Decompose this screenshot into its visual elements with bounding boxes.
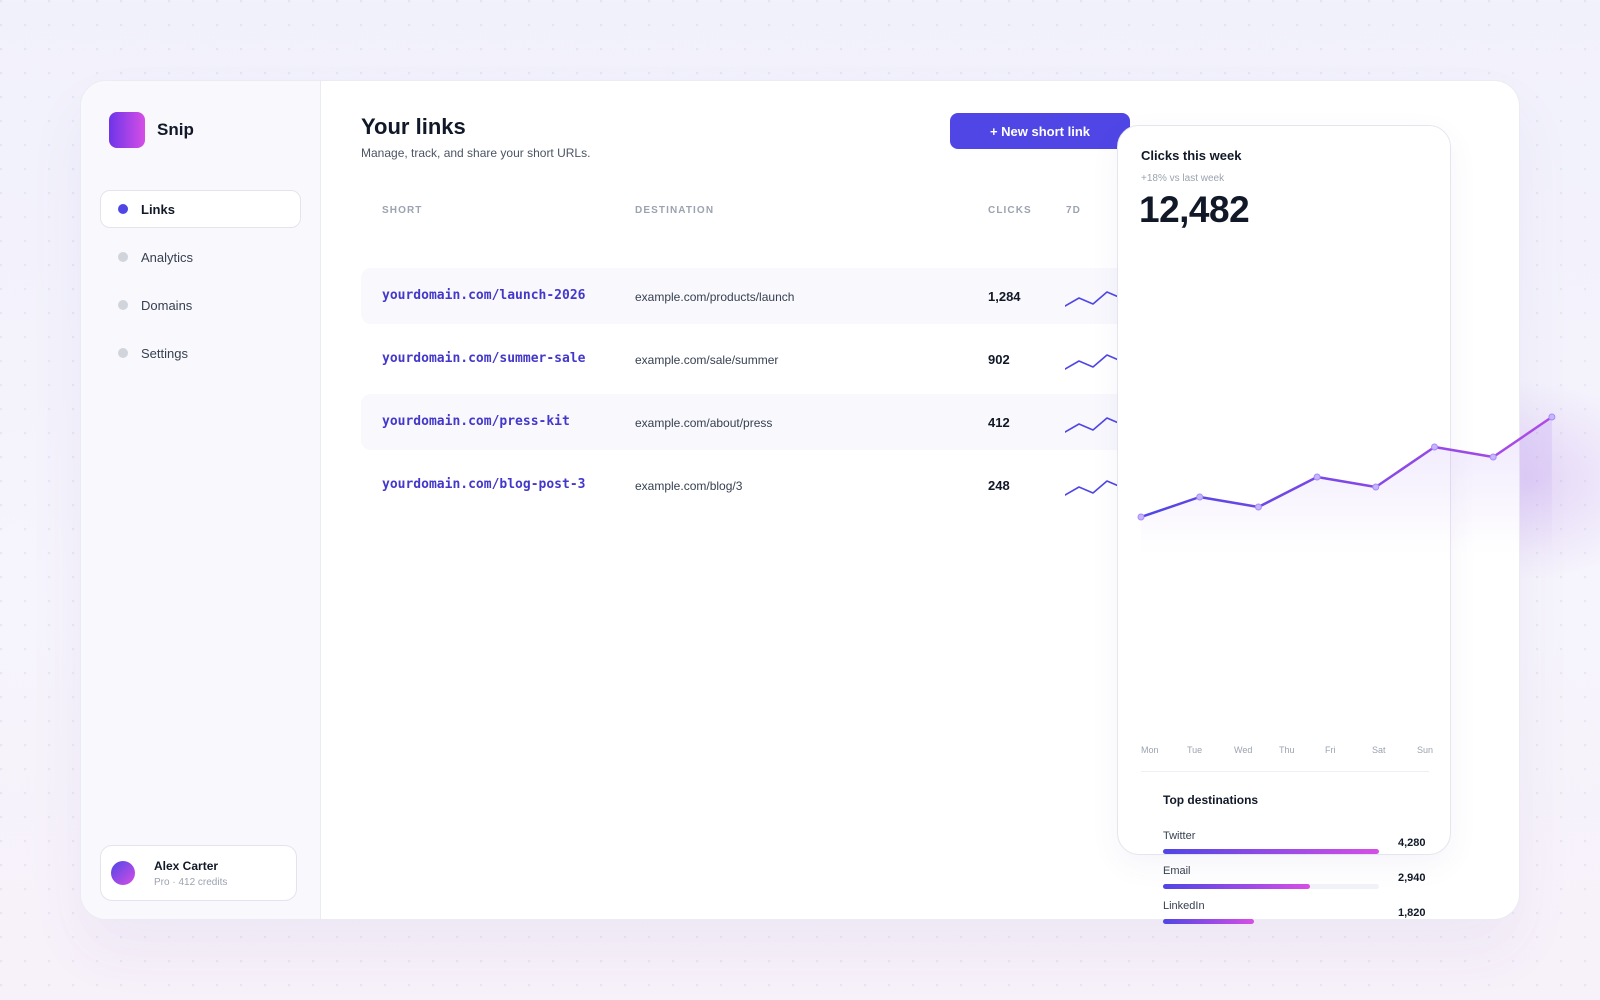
- sidebar-item-analytics[interactable]: Analytics: [100, 238, 301, 276]
- destination-bar: [1163, 884, 1379, 889]
- user-info: Alex Carter Pro · 412 credits: [154, 859, 227, 888]
- destination-bar-fill: [1163, 919, 1254, 924]
- destination-value: 4,280: [1398, 837, 1426, 849]
- chart-area-fill: [1141, 417, 1552, 555]
- sidebar: Snip Links Analytics Domains Settings: [81, 81, 321, 919]
- day-label: Tue: [1187, 745, 1203, 755]
- page-title: Your links: [361, 114, 466, 139]
- click-count: 248: [988, 478, 1010, 493]
- chart-point: [1254, 503, 1262, 511]
- table-row[interactable]: yourdomain.com/press-kit example.com/abo…: [361, 394, 1151, 450]
- chart-series-line: [1139, 415, 1554, 519]
- destination-label: Email: [1163, 865, 1191, 877]
- destination-url: example.com/sale/summer: [635, 353, 779, 367]
- destination-url: example.com/about/press: [635, 416, 773, 430]
- user-plan: Pro · 412 credits: [154, 876, 228, 888]
- column-header-short[interactable]: SHORT: [382, 205, 423, 216]
- destination-url: example.com/products/launch: [635, 290, 795, 304]
- active-dot-icon: [118, 204, 128, 214]
- short-link[interactable]: yourdomain.com/summer-sale: [382, 351, 586, 366]
- dot-icon: [118, 300, 128, 310]
- sidebar-item-label: Domains: [141, 297, 193, 313]
- main-content: Your links Manage, track, and share your…: [322, 81, 1519, 919]
- day-label: Wed: [1234, 745, 1253, 755]
- brand[interactable]: Snip: [109, 112, 194, 148]
- table-row[interactable]: yourdomain.com/summer-sale example.com/s…: [361, 331, 1151, 387]
- destination-value: 1,820: [1398, 907, 1426, 919]
- chart-point: [1548, 413, 1556, 421]
- weekly-change: +18% vs last week: [1141, 173, 1225, 184]
- destination-bar: [1163, 919, 1379, 924]
- sidebar-item-label: Links: [141, 201, 175, 217]
- chart-point: [1372, 483, 1380, 491]
- dot-icon: [118, 252, 128, 262]
- destination-label: Twitter: [1163, 830, 1196, 842]
- total-clicks: 12,482: [1139, 189, 1250, 230]
- column-header-7d: 7D: [1066, 205, 1081, 216]
- chart-point: [1137, 513, 1145, 521]
- sidebar-item-links[interactable]: Links: [100, 190, 301, 228]
- user-name: Alex Carter: [154, 858, 219, 873]
- destination-bar: [1163, 849, 1379, 854]
- user-card[interactable]: Alex Carter Pro · 412 credits: [100, 845, 297, 901]
- chart-point: [1196, 493, 1204, 501]
- click-count: 1,284: [988, 289, 1021, 304]
- column-header-destination[interactable]: DESTINATION: [635, 205, 715, 216]
- destination-bar-fill: [1163, 849, 1379, 854]
- table-row[interactable]: yourdomain.com/blog-post-3 example.com/b…: [361, 457, 1151, 513]
- day-label: Mon: [1141, 745, 1159, 755]
- short-link[interactable]: yourdomain.com/launch-2026: [382, 288, 586, 303]
- avatar: [111, 861, 135, 885]
- app-logo-icon: [109, 112, 145, 148]
- destination-value: 2,940: [1398, 872, 1426, 884]
- short-link[interactable]: yourdomain.com/press-kit: [382, 414, 570, 429]
- day-label: Sun: [1417, 745, 1434, 755]
- dot-icon: [118, 348, 128, 358]
- short-link[interactable]: yourdomain.com/blog-post-3: [382, 477, 586, 492]
- new-short-link-button[interactable]: + New short link: [950, 113, 1130, 149]
- day-label: Thu: [1279, 745, 1295, 755]
- sidebar-item-label: Analytics: [141, 249, 194, 265]
- click-count: 902: [988, 352, 1010, 367]
- destination-bar-fill: [1163, 884, 1310, 889]
- page-subtitle: Manage, track, and share your short URLs…: [361, 146, 591, 160]
- destination-label: LinkedIn: [1163, 900, 1205, 912]
- sidebar-nav: Links Analytics Domains Settings: [100, 190, 301, 382]
- top-destinations-title: Top destinations: [1163, 793, 1259, 807]
- click-count: 412: [988, 415, 1010, 430]
- app-name: Snip: [157, 120, 194, 139]
- day-label: Sat: [1372, 745, 1386, 755]
- table-row[interactable]: yourdomain.com/launch-2026 example.com/p…: [361, 268, 1151, 324]
- column-header-clicks[interactable]: CLICKS: [988, 205, 1032, 216]
- sidebar-item-label: Settings: [141, 345, 188, 361]
- destination-url: example.com/blog/3: [635, 479, 743, 493]
- sidebar-item-settings[interactable]: Settings: [100, 334, 301, 372]
- chart-point: [1489, 453, 1497, 461]
- card-title: Clicks this week: [1141, 148, 1242, 163]
- clicks-line-chart: [1137, 413, 1556, 555]
- sidebar-item-domains[interactable]: Domains: [100, 286, 301, 324]
- divider: [1141, 771, 1429, 772]
- day-label: Fri: [1325, 745, 1336, 755]
- chart-point: [1431, 443, 1438, 451]
- chart-point: [1313, 473, 1321, 481]
